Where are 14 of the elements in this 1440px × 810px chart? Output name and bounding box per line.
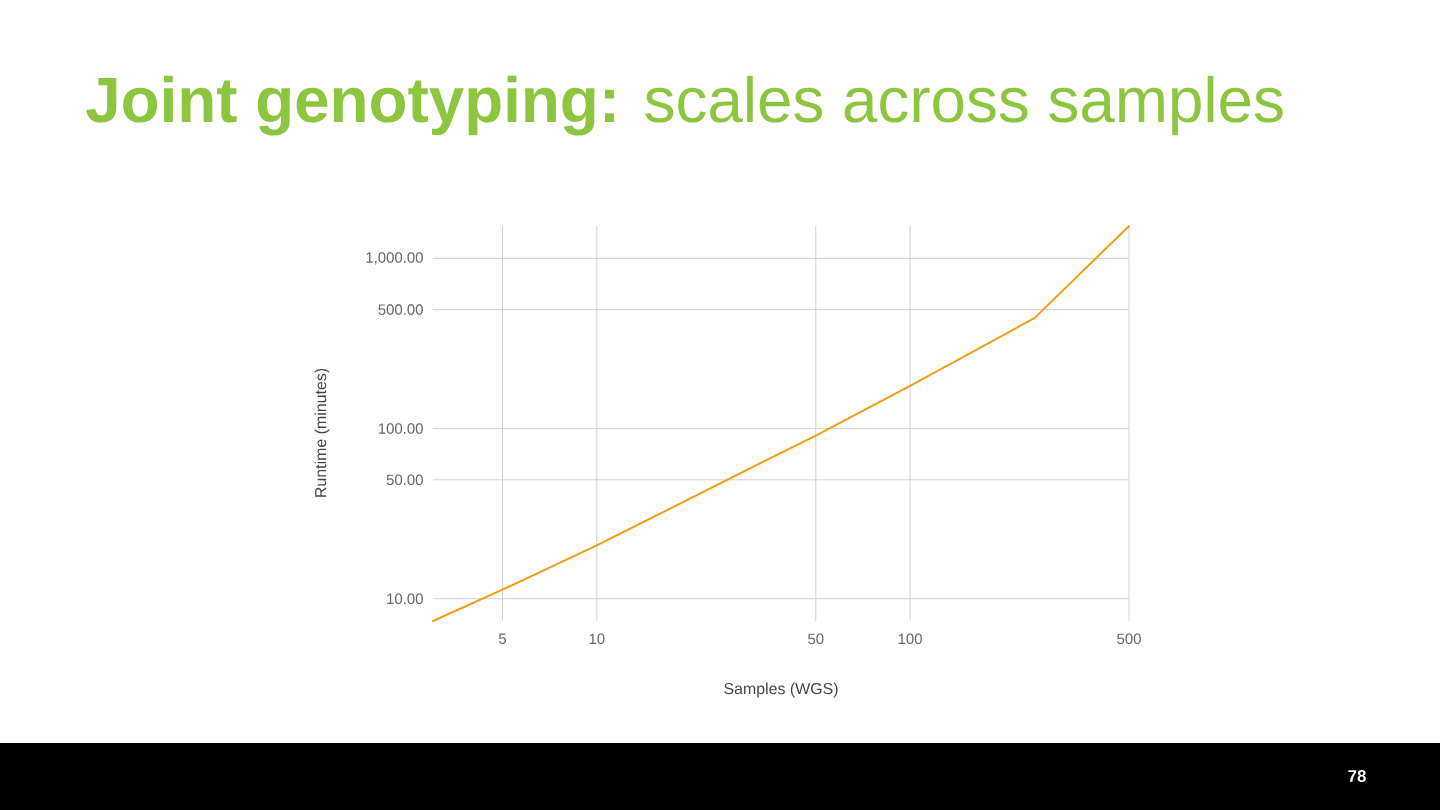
x-tick-label: 10 bbox=[589, 633, 605, 645]
x-tick-label: 5 bbox=[498, 633, 507, 644]
y-tick-label: 1,000.00 bbox=[366, 252, 423, 265]
x-tick-label: 500 bbox=[1117, 633, 1141, 645]
y-axis-title: Runtime (minutes) bbox=[314, 368, 330, 497]
y-tick-label: 50.00 bbox=[386, 474, 423, 486]
chart-title: Joint genotyping: scales across samples bbox=[86, 75, 1283, 136]
y-tick-label: 100.00 bbox=[378, 423, 423, 434]
x-tick-label: 50 bbox=[808, 633, 824, 645]
y-tick-label: 10.00 bbox=[387, 593, 423, 605]
y-tick-label: 500.00 bbox=[378, 304, 423, 315]
text: 78 bbox=[1348, 770, 1366, 782]
x-axis-title: Samples (WGS) bbox=[724, 682, 838, 698]
x-tick-label: 100 bbox=[898, 633, 922, 645]
